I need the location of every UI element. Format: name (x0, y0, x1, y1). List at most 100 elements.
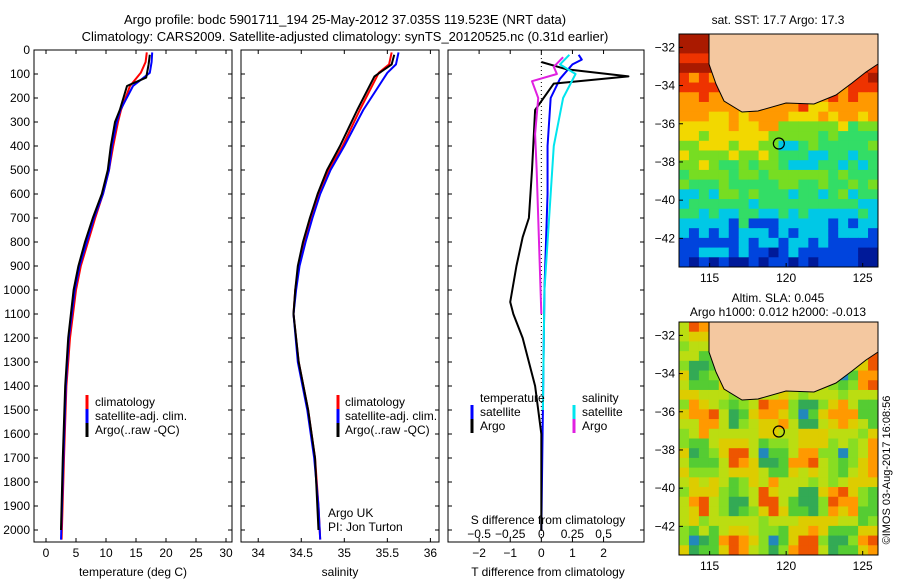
map-cell (838, 257, 849, 268)
map-cell (778, 121, 789, 132)
map-cell (698, 63, 710, 74)
map-cell (868, 208, 879, 219)
map-cell (758, 150, 770, 161)
s-tick-label: −0.25 (495, 527, 526, 541)
map-cell (688, 63, 700, 74)
map-cell (688, 228, 700, 239)
map-cell (808, 101, 819, 113)
legend-label-satellite-adj: satellite-adj. clim. (345, 409, 437, 423)
map-cell (848, 150, 859, 161)
sla-map-title: Altim. SLA: 0.045 (732, 291, 825, 305)
map-cell (679, 535, 690, 546)
legend-label-s-satellite: satellite (582, 405, 623, 419)
map-cell (768, 121, 779, 132)
map-cell (698, 351, 710, 362)
map-cell (718, 140, 730, 151)
map-cell (808, 257, 819, 268)
map-cell (788, 545, 799, 556)
map-cell (788, 179, 799, 190)
map-cell (818, 140, 829, 151)
map-cell (848, 237, 859, 249)
map-cell (758, 457, 770, 469)
map-cell (778, 516, 789, 527)
map-cell (798, 218, 809, 229)
map-cell (828, 150, 839, 161)
y-tick-label: 500 (10, 163, 30, 177)
series-line-argo-raw-qc- (292, 54, 396, 531)
map-cell (778, 169, 789, 181)
map-cell (808, 237, 819, 249)
map-cell (718, 111, 730, 122)
map-cell (788, 428, 799, 439)
map-cell (708, 121, 720, 132)
map-cell (818, 399, 829, 410)
map-cell (858, 131, 869, 142)
temperature-series (60, 52, 154, 540)
map-cell (818, 535, 829, 546)
map-cell (788, 506, 799, 517)
map-cell (738, 199, 750, 210)
map-cell (778, 409, 789, 420)
map-cell (808, 189, 819, 200)
map-cell (679, 516, 690, 527)
map-cell (748, 228, 760, 239)
sst-land-mask (708, 33, 879, 113)
map-cell (698, 457, 710, 469)
map-cell (798, 131, 809, 142)
map-cell (679, 111, 690, 122)
map-cell (679, 72, 690, 84)
map-cell (808, 160, 819, 171)
map-cell (679, 419, 690, 430)
map-cell (679, 82, 690, 93)
map-cell (868, 506, 879, 517)
map-cell (798, 150, 809, 161)
map-cell (848, 218, 859, 229)
map-cell (868, 101, 879, 113)
temperature-x-axis: 0 5 10 15 20 25 30 (43, 50, 233, 560)
legend-label-t-satellite: satellite (480, 405, 521, 419)
map-cell (848, 409, 859, 420)
map-cell (738, 525, 750, 537)
temperature-plot-frame (33, 49, 233, 543)
map-cell (838, 179, 849, 190)
map-cell (728, 189, 740, 200)
map-cell (738, 247, 750, 258)
map-cell (798, 535, 809, 546)
map-cell (798, 506, 809, 517)
series-line-temperature-argo (509, 61, 630, 530)
legend-label-climatology: climatology (95, 395, 155, 409)
map-cell (828, 477, 839, 488)
map-cell (679, 360, 690, 372)
map-cell (848, 160, 859, 171)
lat-tick-label: −40 (655, 193, 676, 207)
map-cell (728, 477, 740, 488)
map-cell (748, 487, 760, 498)
map-cell (808, 525, 819, 537)
map-cell (798, 247, 809, 258)
map-cell (818, 237, 829, 249)
map-cell (798, 257, 809, 268)
map-cell (768, 545, 779, 556)
map-cell (828, 208, 839, 219)
map-cell (778, 131, 789, 142)
y-tick-label: 2000 (3, 523, 30, 537)
map-cell (698, 140, 710, 151)
map-cell (698, 525, 710, 537)
map-cell (748, 516, 760, 527)
y-tick-label: 900 (10, 259, 30, 273)
map-cell (788, 160, 799, 171)
map-cell (718, 409, 730, 420)
map-cell (718, 189, 730, 200)
map-cell (818, 428, 829, 439)
map-cell (778, 389, 789, 401)
map-cell (818, 438, 829, 449)
map-cell (688, 247, 700, 258)
map-cell (838, 121, 849, 132)
map-cell (688, 496, 700, 507)
map-cell (788, 131, 799, 142)
x-tick-label: −2 (472, 546, 486, 560)
map-cell (708, 487, 720, 498)
map-cell (698, 428, 710, 439)
map-cell (708, 516, 720, 527)
